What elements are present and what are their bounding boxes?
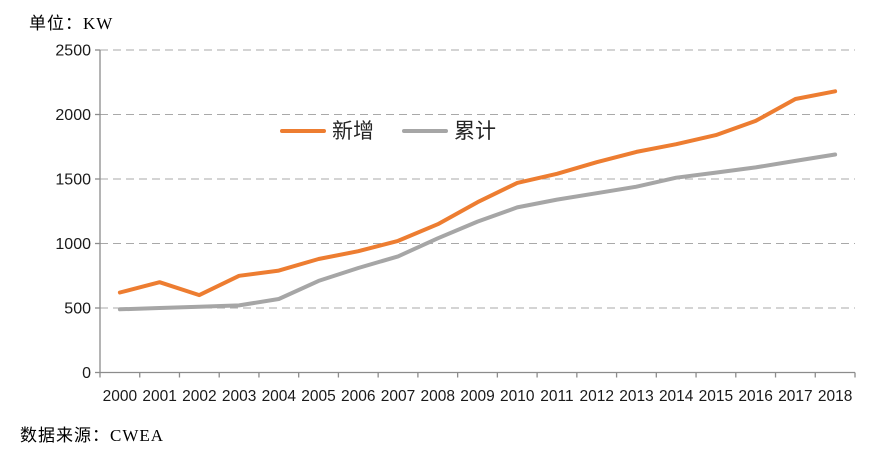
x-tick-label-2001: 2001 [142, 388, 176, 405]
chart-legend: 新增 累计 [280, 118, 496, 144]
x-tick-label-2002: 2002 [182, 388, 216, 405]
x-tick-label-2004: 2004 [262, 388, 297, 405]
x-tick-label-2018: 2018 [818, 388, 852, 405]
x-tick-label-2015: 2015 [699, 388, 733, 405]
series-line-cumulative [117, 152, 838, 312]
y-tick-label-2500: 2500 [55, 43, 91, 60]
x-tick-label-2011: 2011 [540, 388, 573, 405]
x-tick-label-2013: 2013 [619, 388, 653, 405]
y-tick-label-1000: 1000 [55, 236, 91, 253]
legend-item-new-installed: 新增 [280, 118, 374, 144]
legend-label-new-installed: 新增 [332, 119, 374, 143]
x-tick-label-2010: 2010 [500, 388, 535, 405]
x-tick-label-2006: 2006 [341, 388, 375, 405]
x-tick-label-2012: 2012 [579, 388, 613, 405]
legend-swatch-cumulative [402, 129, 448, 133]
legend-label-cumulative: 累计 [454, 119, 496, 143]
x-tick-label-2009: 2009 [460, 388, 494, 405]
y-tick-label-0: 0 [82, 365, 91, 382]
y-tick-label-1500: 1500 [55, 172, 91, 189]
source-label: 数据来源：CWEA [20, 426, 165, 445]
x-tick-label-2005: 2005 [301, 388, 335, 405]
series-line-new-installed [117, 89, 838, 298]
y-tick-label-500: 500 [64, 301, 91, 318]
x-tick-label-2017: 2017 [778, 388, 812, 405]
y-tick-label-2000: 2000 [55, 107, 91, 124]
unit-label: 单位：KW [29, 14, 114, 33]
x-tick-label-2000: 2000 [103, 388, 138, 405]
x-tick-label-2014: 2014 [659, 388, 694, 405]
x-tick-label-2003: 2003 [222, 388, 256, 405]
x-tick-label-2007: 2007 [381, 388, 415, 405]
x-tick-label-2008: 2008 [421, 388, 455, 405]
legend-item-cumulative: 累计 [402, 118, 496, 144]
x-tick-label-2016: 2016 [738, 388, 772, 405]
legend-swatch-new-installed [280, 129, 326, 133]
